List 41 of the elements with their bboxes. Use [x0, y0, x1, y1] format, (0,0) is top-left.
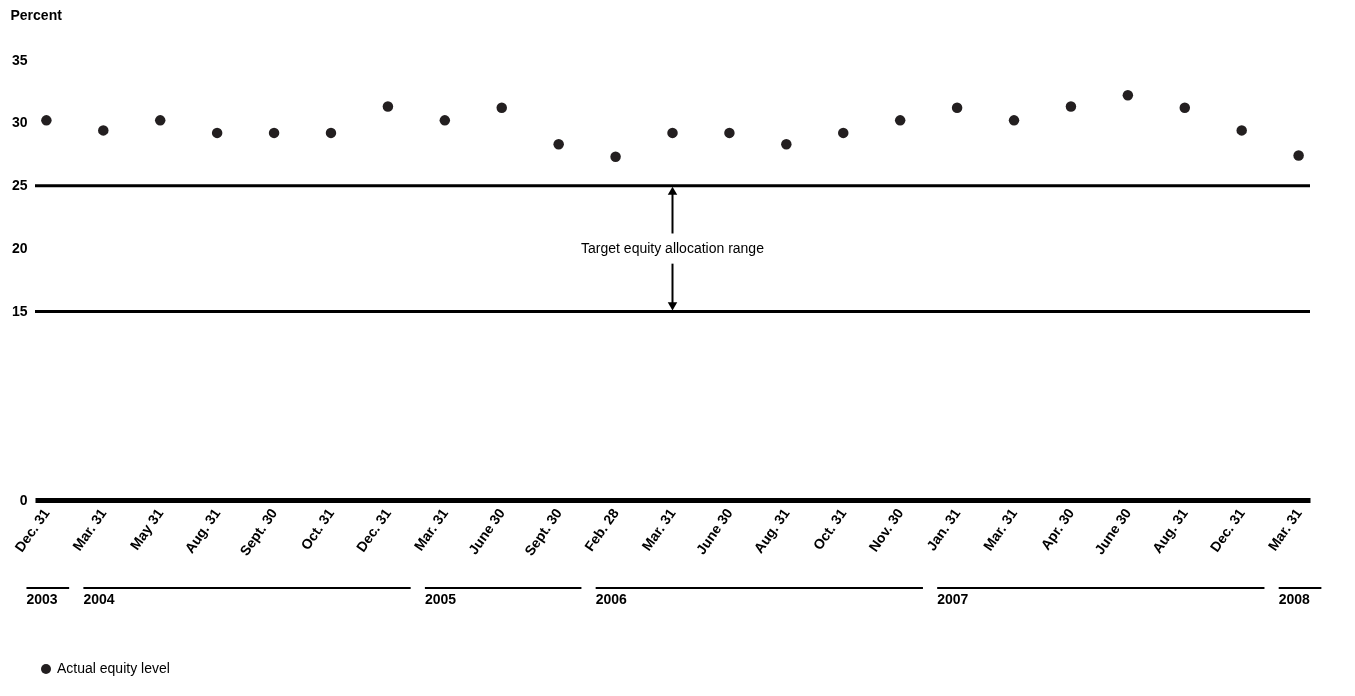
- y-axis-title: Percent: [10, 6, 63, 23]
- y-tick-label: 35: [11, 51, 28, 68]
- point: [724, 127, 735, 139]
- text: 2006: [595, 591, 628, 607]
- point: [325, 127, 337, 139]
- y-tick-label: 25: [11, 177, 28, 194]
- text: 2003: [26, 591, 58, 607]
- text: 2005: [424, 591, 457, 607]
- point: [894, 115, 906, 126]
- point: [98, 125, 109, 136]
- point: [553, 138, 564, 150]
- point: [1065, 101, 1077, 112]
- point: [1122, 89, 1134, 101]
- annotation: Target equity allocation range: [581, 239, 765, 256]
- point: [268, 127, 280, 139]
- point: [1236, 125, 1247, 136]
- point: [439, 115, 451, 126]
- text: 2008: [1278, 591, 1311, 607]
- y-tick-label: 15: [11, 302, 28, 319]
- point: [382, 101, 394, 112]
- legend-label: Actual equity level: [57, 660, 170, 676]
- y-tick-label: 0: [19, 491, 28, 508]
- point: [41, 115, 52, 126]
- point: [667, 127, 678, 139]
- point: [154, 115, 166, 126]
- point: [610, 151, 621, 163]
- point: [781, 138, 792, 150]
- x-tick-label: Oct. 31: [297, 505, 338, 553]
- point: [496, 102, 507, 114]
- point: [951, 102, 963, 114]
- point: [838, 127, 849, 139]
- text: 2007: [937, 591, 969, 607]
- point: [1293, 150, 1304, 161]
- x-tick-label: Oct. 31: [809, 505, 850, 553]
- point: [1008, 115, 1020, 126]
- text: 2004: [83, 591, 115, 607]
- x-tick-label: Jan. 31: [922, 505, 964, 554]
- point: [1179, 102, 1191, 114]
- y-tick-label: 30: [11, 114, 28, 131]
- point: [211, 127, 223, 139]
- y-tick-label: 20: [11, 240, 28, 257]
